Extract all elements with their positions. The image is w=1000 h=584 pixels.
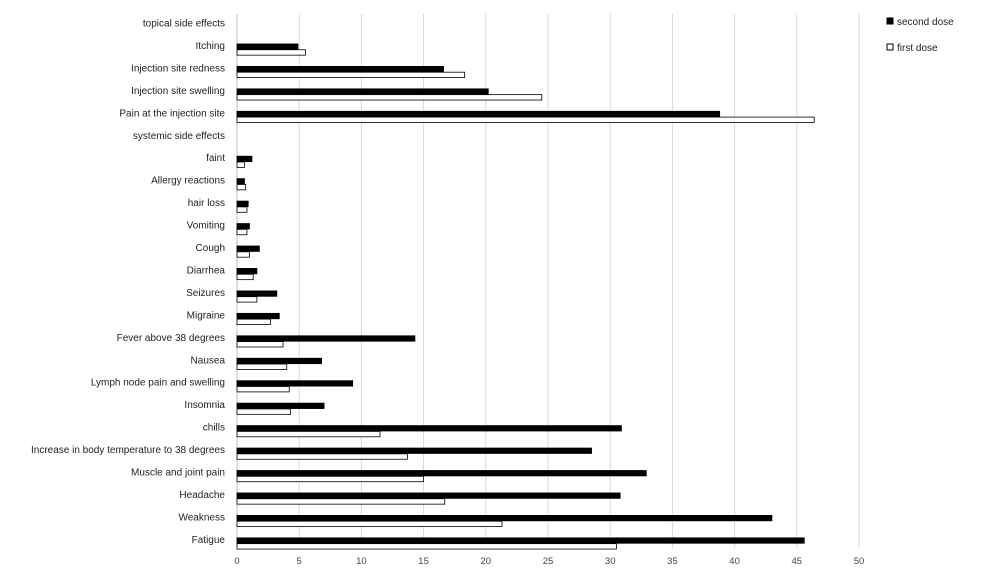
bar-first-dose <box>236 116 815 123</box>
category-label: Injection site redness <box>131 63 225 74</box>
bar-first-dose <box>236 408 291 415</box>
category-label: topical side effects <box>143 19 225 30</box>
x-tick-20: 20 <box>481 556 492 567</box>
x-tick-30: 30 <box>605 556 616 567</box>
bar-second-dose <box>236 425 622 432</box>
bar-second-dose <box>236 88 489 95</box>
bar-first-dose <box>236 543 617 550</box>
bar-first-dose <box>236 475 425 483</box>
x-tick-labels: 0 5 10 15 20 25 30 35 40 45 50 <box>234 556 864 567</box>
x-tick-0: 0 <box>234 556 239 567</box>
bar-second-dose <box>236 537 805 544</box>
category-label: Pain at the injection site <box>119 108 225 119</box>
bar-second-dose <box>236 66 444 73</box>
category-label: Migraine <box>187 310 226 321</box>
bar-first-dose <box>236 430 381 438</box>
bar-first-dose <box>236 251 250 258</box>
bar-second-dose <box>236 245 260 252</box>
category-label: systemic side effects <box>133 131 225 142</box>
category-label: faint <box>206 153 225 164</box>
bar-first-dose <box>236 520 503 528</box>
bar-first-dose <box>236 49 306 56</box>
category-label: Cough <box>196 243 225 254</box>
bar-second-dose <box>236 470 647 477</box>
x-tick-25: 25 <box>543 556 554 567</box>
bar-first-dose <box>236 71 466 78</box>
legend-swatch <box>886 43 894 51</box>
category-label: chills <box>203 423 225 434</box>
category-label: Insomnia <box>184 400 225 411</box>
bar-second-dose <box>236 447 592 454</box>
bar-first-dose <box>236 161 245 168</box>
bar-first-dose <box>236 296 258 303</box>
bar-second-dose <box>236 200 249 207</box>
category-label: Increase in body temperature to 38 degre… <box>31 445 225 456</box>
category-label: Muscle and joint pain <box>131 468 225 479</box>
bar-second-dose <box>236 312 280 320</box>
bar-second-dose <box>236 402 325 409</box>
x-tick-5: 5 <box>297 556 302 567</box>
x-tick-45: 45 <box>792 556 803 567</box>
bar-second-dose <box>236 223 250 230</box>
bar-second-dose <box>236 110 721 118</box>
category-label: Fatigue <box>192 535 226 546</box>
bar-second-dose <box>236 492 621 499</box>
category-label: Lymph node pain and swelling <box>91 378 225 389</box>
bar-first-dose <box>236 341 284 348</box>
category-label: Fever above 38 degrees <box>117 333 225 344</box>
x-tick-40: 40 <box>729 556 740 567</box>
bar-second-dose <box>236 515 773 522</box>
x-tick-35: 35 <box>667 556 678 567</box>
bar-first-dose <box>236 228 248 236</box>
category-label: Itching <box>196 41 225 52</box>
bar-first-dose <box>236 363 288 370</box>
legend-label: second dose <box>897 17 954 28</box>
bar-first-dose <box>236 386 290 393</box>
bar-first-dose <box>236 498 446 505</box>
legend: second dose first dose <box>886 17 954 54</box>
category-label: hair loss <box>188 198 225 209</box>
bar-second-dose <box>236 335 416 342</box>
legend-label: first dose <box>897 43 938 54</box>
category-label: Nausea <box>191 355 226 366</box>
category-label: Vomiting <box>187 221 225 232</box>
bar-second-dose <box>236 268 258 275</box>
category-labels: topical side effects Itching Injection sit… <box>31 19 225 546</box>
bar-second-dose <box>236 380 354 387</box>
category-label: Diarrhea <box>187 265 226 276</box>
bar-first-dose <box>236 206 248 213</box>
bar-second-dose <box>236 290 278 297</box>
bar-first-dose <box>236 94 543 101</box>
bar-first-dose <box>236 318 271 325</box>
grid-lines <box>236 14 860 548</box>
bar-second-dose <box>236 357 322 365</box>
x-tick-15: 15 <box>418 556 429 567</box>
bar-first-dose <box>236 184 247 191</box>
x-tick-10: 10 <box>356 556 367 567</box>
legend-swatch <box>886 17 894 25</box>
bars <box>236 43 815 550</box>
category-label: Weakness <box>178 512 225 523</box>
category-label: Allergy reactions <box>151 176 225 187</box>
bar-second-dose <box>236 43 299 50</box>
bar-first-dose <box>236 453 408 460</box>
category-label: Headache <box>179 490 225 501</box>
bar-second-dose <box>236 155 253 162</box>
bar-first-dose <box>236 273 254 281</box>
category-label: Injection site swelling <box>131 86 225 97</box>
bar-second-dose <box>236 178 245 185</box>
x-tick-50: 50 <box>854 556 865 567</box>
category-label: Seizures <box>186 288 225 299</box>
